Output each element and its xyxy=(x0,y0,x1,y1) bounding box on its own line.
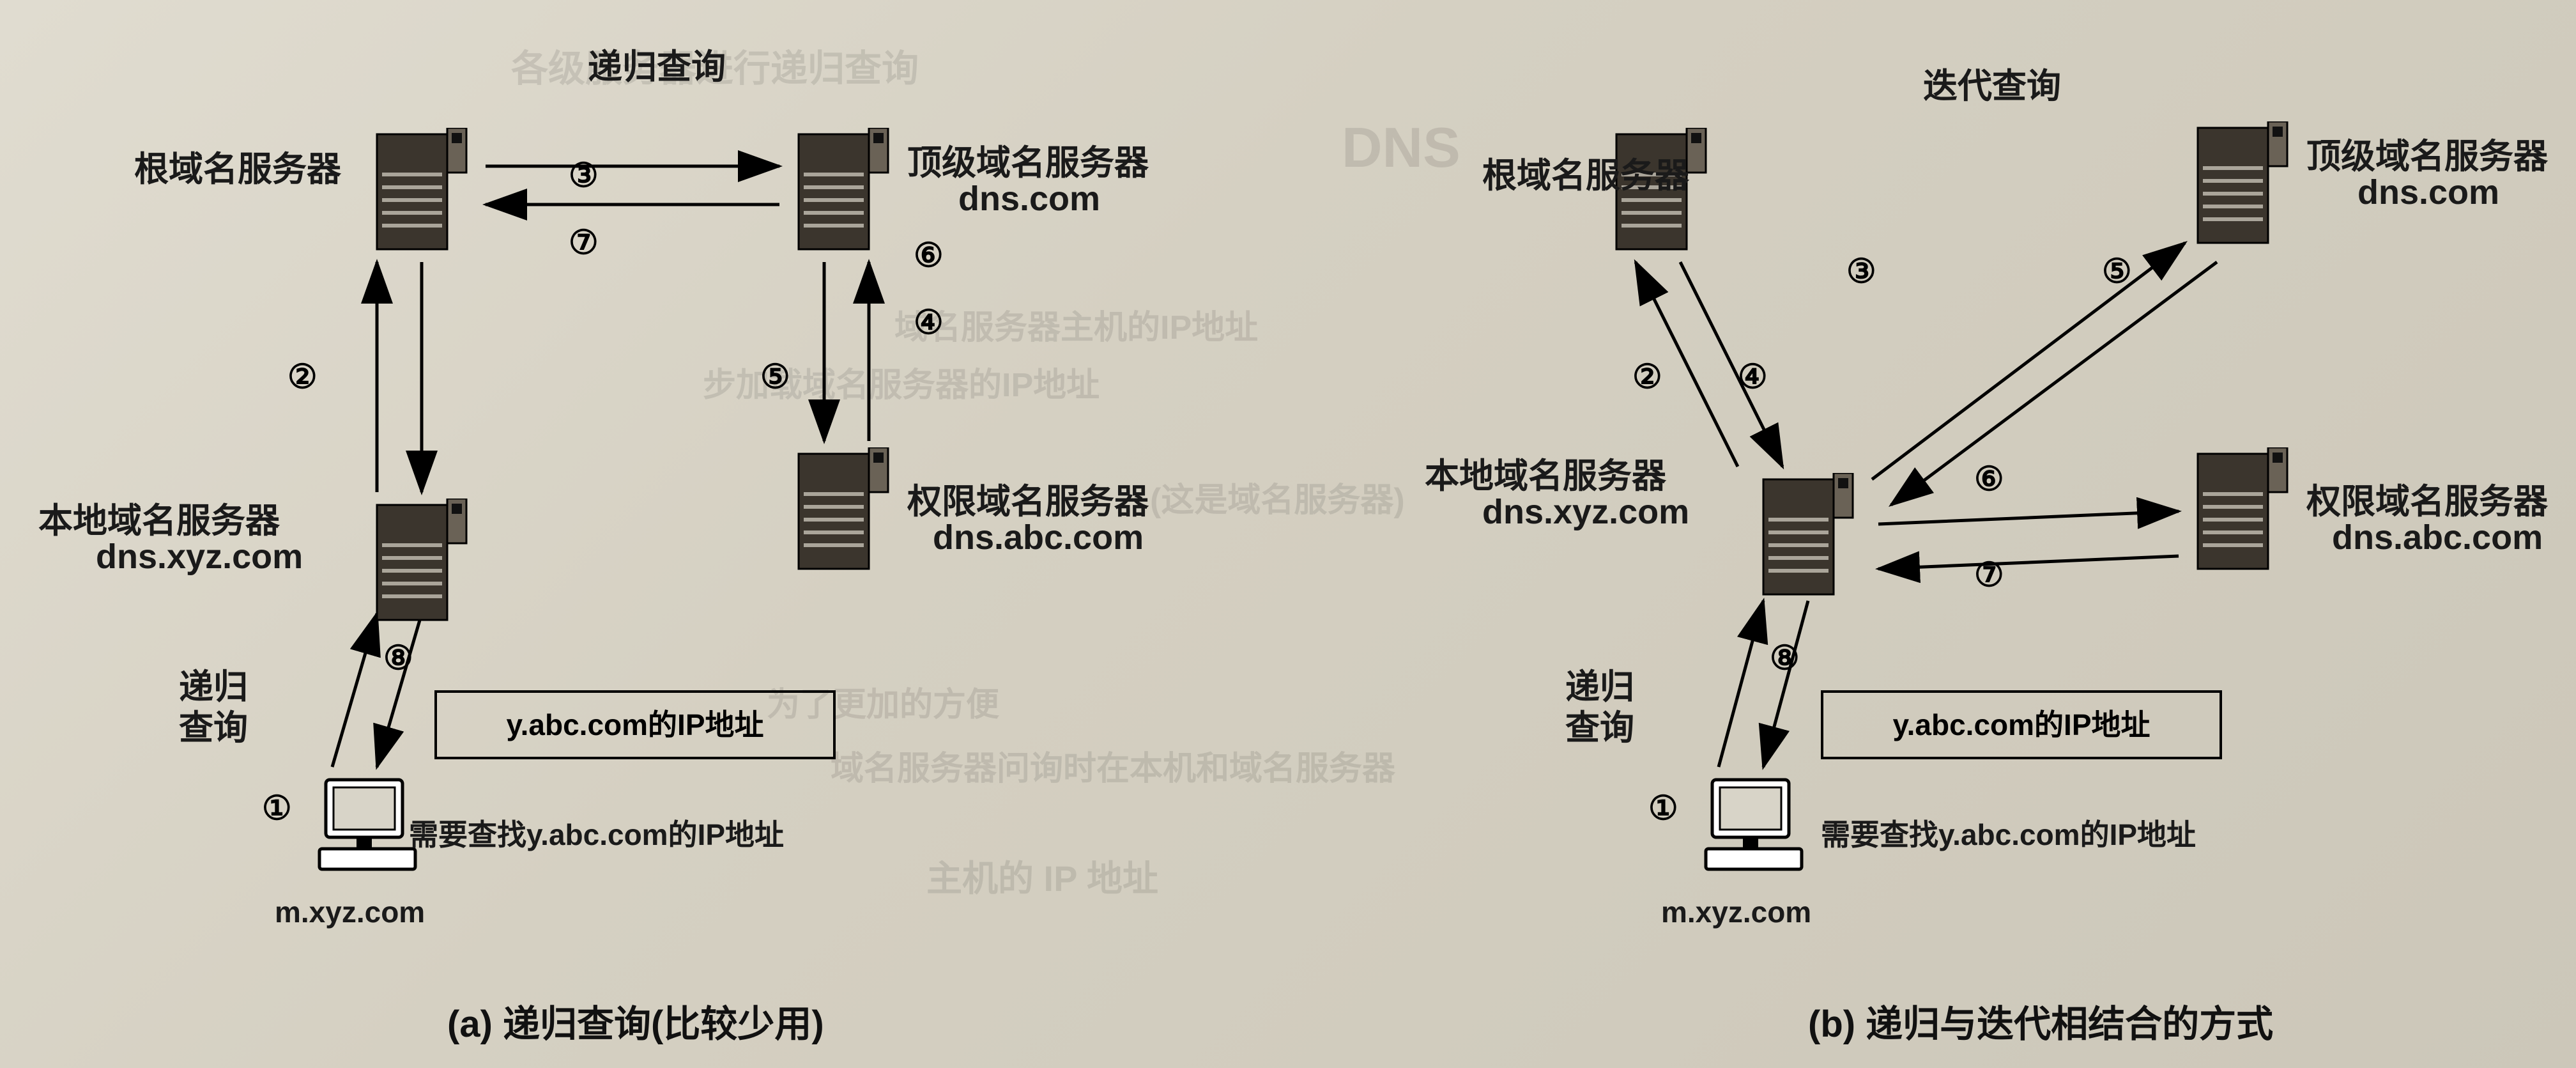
ip-result-box-right: y.abc.com的IP地址 xyxy=(1821,690,2222,759)
diagram-iterative: 迭代查询 根域名服务器 顶级域名服务器 dns.com 权限域名服务器 dns.… xyxy=(0,0,2576,1068)
step-6-right: ⑥ xyxy=(1974,460,2004,499)
root-label-right: 根域名服务器 xyxy=(1482,147,1689,197)
ip-result-text-right: y.abc.com的IP地址 xyxy=(1892,708,2150,741)
step-1-right: ① xyxy=(1648,789,1678,828)
right-title: 迭代查询 xyxy=(1923,58,2061,108)
need-text-right: 需要查找y.abc.com的IP地址 xyxy=(1821,812,2196,854)
tld-label-right-l2: dns.com xyxy=(2358,173,2499,212)
step-2-right: ② xyxy=(1632,358,1662,396)
tld-dns-server-right xyxy=(2191,121,2294,249)
step-7-right: ⑦ xyxy=(1974,556,2004,594)
auth-dns-server-right xyxy=(2191,447,2294,575)
tld-label-right-l1: 顶级域名服务器 xyxy=(2306,128,2548,178)
caption-right: (b) 递归与迭代相结合的方式 xyxy=(1808,994,2273,1048)
step-5-right: ⑤ xyxy=(2102,252,2132,291)
auth-label-right-l2: dns.abc.com xyxy=(2332,518,2543,557)
auth-label-right-l1: 权限域名服务器 xyxy=(2306,473,2548,523)
step-3-right: ③ xyxy=(1846,252,1876,291)
local-label-right-l2: dns.xyz.com xyxy=(1482,492,1689,532)
local-label-right-l1: 本地域名服务器 xyxy=(1425,447,1666,498)
arrows-right xyxy=(0,0,2576,1068)
step-8-right: ⑧ xyxy=(1770,639,1800,677)
step-4-right: ④ xyxy=(1738,358,1768,396)
local-dns-server-right xyxy=(1757,473,1859,601)
client-host-right xyxy=(1699,773,1814,879)
recursive-small-right-l2: 查询 xyxy=(1565,699,1634,750)
host-label-right: m.xyz.com xyxy=(1661,895,1811,929)
